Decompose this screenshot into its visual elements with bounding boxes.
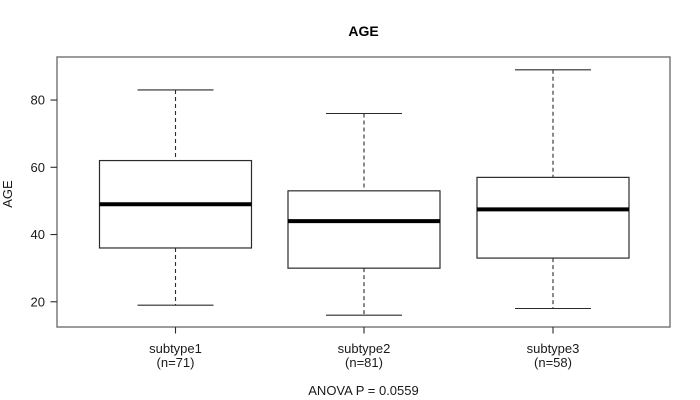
category-label: subtype3 (527, 341, 580, 356)
boxplot-subtype3 (476, 69, 630, 310)
category-label: subtype2 (338, 341, 391, 356)
axes-layer: 20 40 60 80 subtype1(n=71) subtype2(n=81) subt… (31, 93, 580, 370)
boxes-layer (98, 69, 630, 316)
category-label: subtype1 (149, 341, 202, 356)
y-axis-tick-label: 60 (31, 160, 45, 175)
category-sublabel: (n=71) (157, 355, 195, 370)
boxplot-subtype2 (287, 112, 441, 316)
iqr-box (476, 176, 630, 259)
category-sublabel: (n=58) (534, 355, 572, 370)
anova-annotation: ANOVA P = 0.0559 (308, 383, 418, 398)
y-axis-tick-label: 20 (31, 294, 45, 309)
y-axis-tick-label: 80 (31, 93, 45, 108)
y-axis-tick-label: 40 (31, 227, 45, 242)
y-axis-title: AGE (0, 180, 15, 208)
chart-title: AGE (348, 23, 378, 39)
boxplot-subtype1 (98, 89, 253, 306)
iqr-box (287, 190, 441, 269)
category-sublabel: (n=81) (345, 355, 383, 370)
